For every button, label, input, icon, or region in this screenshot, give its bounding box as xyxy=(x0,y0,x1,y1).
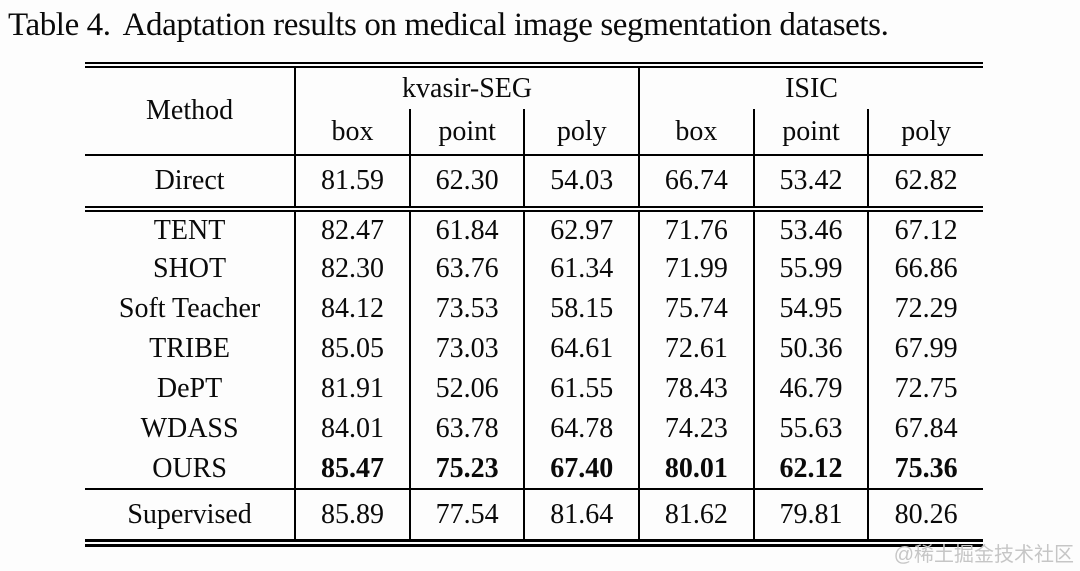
value-cell: 63.78 xyxy=(408,409,525,449)
value-cell: 81.64 xyxy=(523,488,640,547)
value-cell: 82.47 xyxy=(294,209,410,249)
value-cell: 55.63 xyxy=(752,409,869,449)
value-cell: 50.36 xyxy=(752,329,869,369)
value-cell: 53.46 xyxy=(752,209,869,249)
col-header-method: Method xyxy=(85,62,296,156)
results-table: Method kvasir-SEG ISIC box point poly bo… xyxy=(85,62,983,547)
value-cell: 73.53 xyxy=(408,289,525,329)
value-cell: 74.23 xyxy=(638,409,754,449)
value-cell: 46.79 xyxy=(752,369,869,409)
value-cell: 67.12 xyxy=(867,209,983,249)
value-cell: 62.97 xyxy=(523,209,640,249)
row-ours: OURS 85.47 75.23 67.40 80.01 62.12 75.36 xyxy=(85,449,983,489)
watermark-text: @稀土掘金技术社区 xyxy=(893,544,1074,566)
value-cell: 78.43 xyxy=(638,369,754,409)
method-cell: WDASS xyxy=(140,413,239,444)
value-cell: 85.89 xyxy=(294,488,410,547)
value-cell: 81.91 xyxy=(294,369,410,409)
value-cell: 85.47 xyxy=(294,449,410,489)
value-cell: 66.86 xyxy=(867,249,983,289)
value-cell: 58.15 xyxy=(523,289,640,329)
sub-header-isic-box: box xyxy=(638,109,754,156)
method-cell: Direct xyxy=(85,155,296,212)
value-cell: 75.74 xyxy=(638,289,754,329)
sub-header-kvasir-poly: poly xyxy=(523,109,640,156)
value-cell: 62.82 xyxy=(867,155,983,212)
value-cell: 53.42 xyxy=(752,155,869,212)
value-cell: 72.61 xyxy=(638,329,754,369)
value-cell: 75.23 xyxy=(408,449,525,489)
method-cell: TRIBE xyxy=(149,333,231,364)
value-cell: 52.06 xyxy=(408,369,525,409)
value-cell: 63.76 xyxy=(408,249,525,289)
value-cell: 80.26 xyxy=(867,488,983,547)
row-tribe: TRIBE 85.05 73.03 64.61 72.61 50.36 67.9… xyxy=(85,329,983,369)
table-body: Direct 81.59 62.30 54.03 66.74 53.42 62.… xyxy=(85,155,983,547)
value-cell: 67.99 xyxy=(867,329,983,369)
value-cell: 77.54 xyxy=(408,488,525,547)
method-cell: Soft Teacher xyxy=(118,293,261,324)
row-direct: Direct 81.59 62.30 54.03 66.74 53.42 62.… xyxy=(85,155,983,212)
value-cell: 64.61 xyxy=(523,329,640,369)
sub-header-kvasir-box: box xyxy=(294,109,410,156)
value-cell: 66.74 xyxy=(638,155,754,212)
value-cell: 84.01 xyxy=(294,409,410,449)
value-cell: 54.03 xyxy=(523,155,640,212)
value-cell: 71.76 xyxy=(638,209,754,249)
value-cell: 61.55 xyxy=(523,369,640,409)
value-cell: 55.99 xyxy=(752,249,869,289)
value-cell: 54.95 xyxy=(752,289,869,329)
value-cell: 85.05 xyxy=(294,329,410,369)
table-header: Method kvasir-SEG ISIC box point poly bo… xyxy=(85,62,983,156)
method-cell: TENT xyxy=(153,214,226,246)
table-caption-label: Table 4. xyxy=(8,7,111,43)
method-cell: SHOT xyxy=(153,253,227,284)
value-cell: 61.84 xyxy=(408,209,525,249)
row-wdass: WDASS 84.01 63.78 64.78 74.23 55.63 67.8… xyxy=(85,409,983,449)
method-cell: Supervised xyxy=(85,488,296,547)
method-cell: DePT xyxy=(156,373,223,404)
group-header-row: Method kvasir-SEG ISIC xyxy=(85,62,983,156)
value-cell: 73.03 xyxy=(408,329,525,369)
sub-header-isic-point: point xyxy=(752,109,869,156)
value-cell: 71.99 xyxy=(638,249,754,289)
value-cell: 80.01 xyxy=(638,449,754,489)
row-shot: SHOT 82.30 63.76 61.34 71.99 55.99 66.86 xyxy=(85,249,983,289)
group-header-kvasir-seg: kvasir-SEG xyxy=(294,62,640,109)
sub-header-isic-poly: poly xyxy=(867,109,983,156)
sub-header-kvasir-point: point xyxy=(408,109,525,156)
value-cell: 61.34 xyxy=(523,249,640,289)
value-cell: 82.30 xyxy=(294,249,410,289)
value-cell: 64.78 xyxy=(523,409,640,449)
row-tent: TENT 82.47 61.84 62.97 71.76 53.46 67.12 xyxy=(85,209,983,249)
value-cell: 67.84 xyxy=(867,409,983,449)
row-soft-teacher: Soft Teacher 84.12 73.53 58.15 75.74 54.… xyxy=(85,289,983,329)
table-caption: Table 4. Adaptation results on medical im… xyxy=(8,7,1076,44)
table-caption-text: Adaptation results on medical image segm… xyxy=(122,7,889,43)
row-supervised: Supervised 85.89 77.54 81.64 81.62 79.81… xyxy=(85,488,983,547)
value-cell: 62.12 xyxy=(752,449,869,489)
sub-header-row: box point poly box point poly xyxy=(85,109,983,156)
value-cell: 75.36 xyxy=(867,449,983,489)
value-cell: 72.29 xyxy=(867,289,983,329)
value-cell: 81.59 xyxy=(294,155,410,212)
value-cell: 67.40 xyxy=(523,449,640,489)
results-table-wrapper: Method kvasir-SEG ISIC box point poly bo… xyxy=(85,62,983,547)
value-cell: 79.81 xyxy=(752,488,869,547)
group-header-isic: ISIC xyxy=(638,62,983,109)
value-cell: 72.75 xyxy=(867,369,983,409)
value-cell: 81.62 xyxy=(638,488,754,547)
value-cell: 84.12 xyxy=(294,289,410,329)
row-dept: DePT 81.91 52.06 61.55 78.43 46.79 72.75 xyxy=(85,369,983,409)
value-cell: 62.30 xyxy=(408,155,525,212)
method-cell: OURS xyxy=(152,452,227,484)
